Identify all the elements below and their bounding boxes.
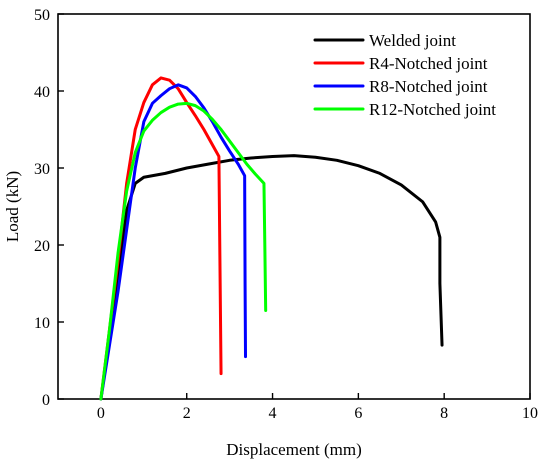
x-tick-label: 8: [440, 405, 448, 422]
plot-area: 0 2 4 6 8 10 0 10 20 30 40 50: [34, 7, 538, 422]
series-line-r8-notched-joint: [99, 83, 248, 401]
y-tick-label: 30: [34, 161, 50, 178]
y-tick-label: 50: [34, 7, 50, 24]
x-tick-label: 0: [97, 405, 105, 422]
series-lines: [99, 76, 444, 401]
y-tick-label: 10: [34, 315, 50, 332]
plot-frame: [57, 13, 531, 400]
y-tick-label: 20: [34, 238, 50, 255]
x-tick-label: 10: [522, 405, 538, 422]
x-axis-title: Displacement (mm): [226, 440, 362, 459]
y-tick-label: 0: [42, 392, 50, 409]
legend-label: R4-Notched joint: [369, 54, 488, 73]
x-tick-label: 2: [183, 405, 191, 422]
legend-label: R12-Notched joint: [369, 100, 496, 119]
legend-label: Welded joint: [369, 31, 456, 50]
legend: Welded joint R4-Notched joint R8-Notched j…: [313, 31, 496, 119]
x-tick-label: 4: [269, 405, 277, 422]
series-line-r12-notched-joint: [99, 101, 268, 401]
legend-label: R8-Notched joint: [369, 77, 488, 96]
x-tick-label: 6: [354, 405, 362, 422]
y-tick-label: 40: [34, 84, 50, 101]
series-line-welded-joint: [99, 154, 444, 401]
y-axis-title: Load (kN): [3, 171, 22, 242]
